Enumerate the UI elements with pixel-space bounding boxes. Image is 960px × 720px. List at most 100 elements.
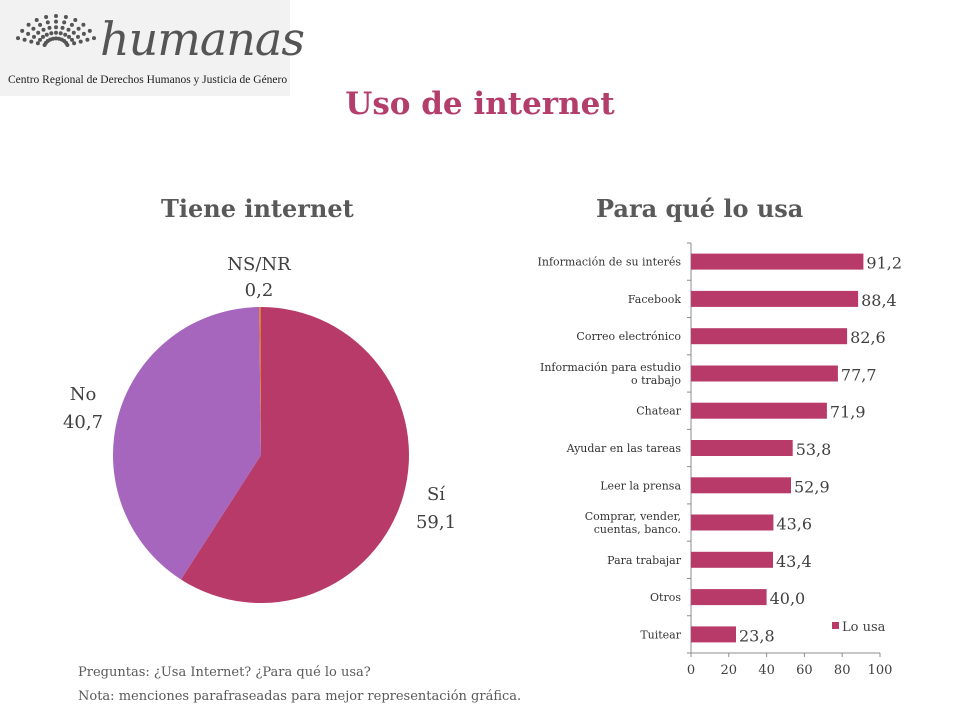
pie-slice-s: [180, 307, 409, 603]
bar-value-label: 43,6: [776, 515, 812, 534]
x-tick-label: 0: [687, 663, 695, 678]
x-tick-label: 20: [721, 663, 738, 678]
logo-dot: [44, 32, 49, 37]
logo-dot: [81, 22, 86, 27]
bar-value-label: 91,2: [866, 254, 902, 273]
logo-dot: [36, 30, 41, 35]
bar: [691, 402, 827, 419]
logo-dot: [92, 36, 96, 41]
x-tick-label: 80: [834, 663, 851, 678]
bar: [691, 477, 791, 494]
logo-dot: [85, 37, 90, 42]
bar-value-label: 52,9: [794, 477, 830, 496]
category-label: Ayudar en las tareas: [566, 442, 682, 455]
category-label: Comprar, vender,: [585, 510, 681, 523]
logo-dot: [26, 22, 31, 27]
category-label: Tuitear: [640, 628, 681, 641]
category-label: Para trabajar: [607, 554, 682, 567]
logo-dot: [22, 37, 27, 42]
bar: [691, 440, 793, 456]
logo-dot: [71, 30, 76, 35]
logo-dot: [70, 37, 74, 42]
logo-subtitle: Centro Regional de Derechos Humanos y Ju…: [8, 74, 288, 86]
x-tick-label: 40: [758, 663, 775, 678]
pie-value-nsnr: 0,2: [245, 280, 274, 301]
logo-dot: [34, 18, 39, 22]
logo-dot: [81, 31, 86, 36]
logo-dot: [26, 31, 31, 36]
logo-dot: [32, 34, 36, 39]
bar: [691, 551, 773, 568]
logo-dot: [76, 26, 81, 31]
category-label: Información para estudio: [540, 361, 681, 374]
logo-dot: [65, 43, 70, 47]
category-label: Otros: [650, 591, 681, 604]
category-label: Facebook: [628, 293, 681, 306]
logo-dot: [31, 26, 36, 31]
logo-dot: [41, 34, 45, 39]
category-label: Chatear: [636, 405, 682, 418]
questions-note: Preguntas: ¿Usa Internet? ¿Para qué lo u…: [78, 665, 371, 680]
logo-dot: [69, 22, 74, 27]
pie-slice-nsnr: [259, 306, 261, 455]
logo-dot: [76, 34, 80, 39]
bar: [691, 514, 774, 531]
logo-dot: [48, 37, 53, 42]
logo-dot: [44, 15, 49, 19]
logo-dot: [73, 18, 78, 22]
bar: [691, 365, 838, 382]
category-label: cuentas, banco.: [594, 523, 681, 536]
logo-dot: [49, 31, 54, 36]
logo-dot: [60, 25, 65, 30]
bar: [691, 290, 859, 307]
bar-value-label: 71,9: [830, 403, 866, 422]
page-title: Uso de internet: [345, 86, 615, 122]
x-tick-label: 100: [868, 663, 893, 678]
bar-chart-title: Para qué lo usa: [596, 194, 804, 223]
bar-value-label: 77,7: [841, 366, 877, 385]
bar: [691, 589, 767, 606]
logo-dot: [67, 34, 71, 39]
logo-dot: [58, 31, 63, 36]
bar-value-label: 23,8: [739, 626, 775, 645]
logo-dot: [72, 41, 77, 46]
logo-dot: [62, 20, 67, 25]
logo-dot: [54, 25, 58, 30]
logo-wordmark: humanas: [100, 12, 305, 66]
logo-dot: [54, 14, 58, 18]
pie-slice-no: [112, 307, 261, 580]
category-label: Correo electrónico: [576, 330, 681, 343]
bar-value-label: 43,4: [776, 552, 812, 571]
logo-dot: [47, 25, 52, 30]
logo-dot: [38, 37, 42, 42]
logo-dot: [35, 41, 40, 46]
logo-dot: [62, 39, 67, 43]
logo-dot: [66, 27, 71, 32]
pie-label-s: Sí: [427, 484, 445, 505]
category-label: o trabajo: [631, 374, 681, 387]
logo-dot: [54, 30, 58, 35]
bar-value-label: 53,8: [796, 440, 832, 459]
pie-label-no: No: [70, 384, 97, 405]
x-tick-label: 60: [796, 663, 813, 678]
logo-dot: [45, 20, 50, 25]
logo-dot: [78, 39, 83, 44]
humanas-logo: humanas Centro Regional de Derechos Huma…: [0, 0, 305, 96]
logo-dot: [87, 28, 92, 33]
pie-label-nsnr: NS/NR: [227, 254, 291, 275]
logo-dot: [38, 22, 43, 27]
legend-swatch: [832, 622, 839, 629]
logo-dot: [41, 27, 46, 32]
bar: [691, 626, 736, 643]
category-label: Leer la prensa: [600, 479, 681, 492]
bar-value-label: 40,0: [770, 589, 806, 608]
logo-dot: [43, 40, 48, 45]
category-label: Información de su interés: [538, 256, 682, 269]
paraphrase-note: Nota: menciones parafraseadas para mejor…: [78, 689, 522, 704]
bar-value-label: 82,6: [850, 328, 886, 347]
logo-dot: [54, 36, 58, 41]
pie-value-s: 59,1: [416, 512, 456, 533]
logo-dot: [63, 32, 68, 37]
logo-dots-icon: [16, 14, 96, 47]
